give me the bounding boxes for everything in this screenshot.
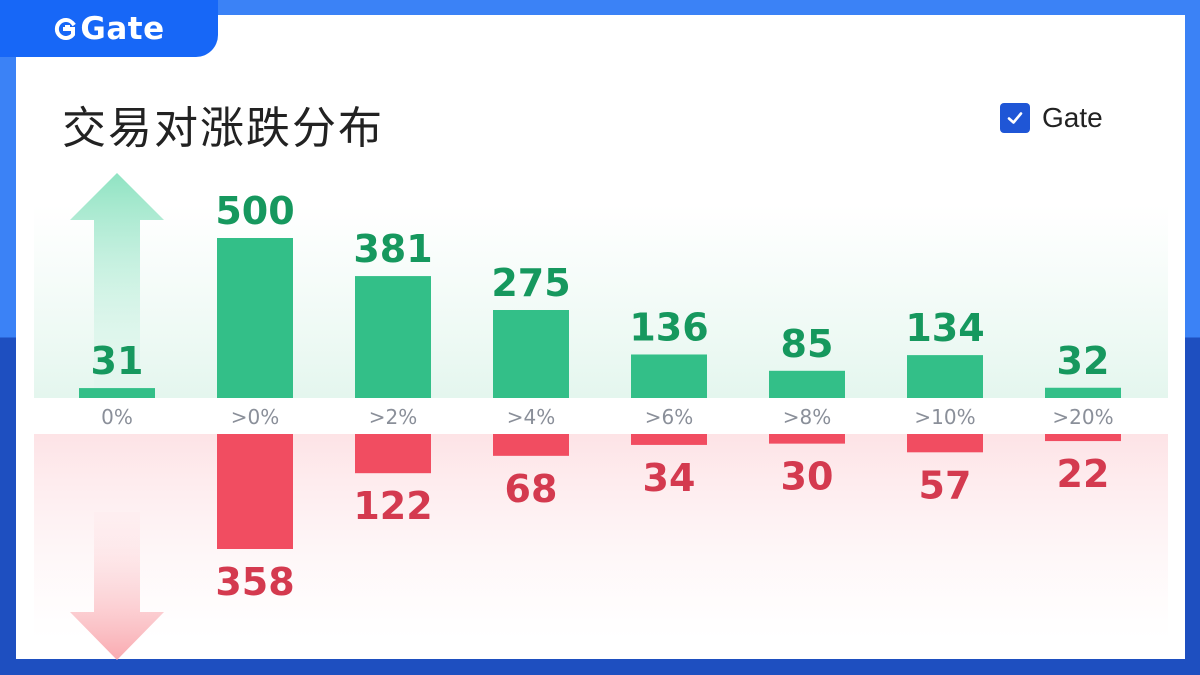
up-value-label: 381 [353,227,432,271]
x-tick-label: >6% [645,405,694,429]
down-value-label: 68 [505,467,558,511]
x-tick-label: >2% [369,405,418,429]
down-arrow-icon [70,512,164,660]
brand-name: Gate [80,10,165,47]
up-value-label: 500 [215,189,294,233]
up-bar [1045,387,1121,398]
up-arrow-icon [70,173,164,390]
x-tick-label: >0% [231,405,280,429]
down-bar [631,434,707,445]
legend-label: Gate [1042,102,1103,133]
down-zone-background [34,434,1168,639]
x-tick-label: >10% [914,405,975,429]
down-value-label: 57 [919,463,972,507]
legend[interactable]: Gate [1000,102,1103,134]
up-value-label: 136 [629,305,708,349]
chart-title: 交易对涨跌分布 [62,103,384,154]
up-value-label: 275 [491,261,570,305]
down-bar [1045,434,1121,442]
up-bar [493,310,569,398]
up-value-label: 32 [1057,339,1110,383]
checkbox-checked-icon[interactable] [1000,103,1030,133]
down-value-label: 22 [1057,452,1110,496]
x-tick-label: 0% [101,405,133,429]
up-bar [769,370,845,398]
down-value-label: 122 [353,484,432,528]
down-value-label: 358 [215,560,294,604]
x-tick-label: >4% [507,405,556,429]
down-bar [355,434,431,474]
up-bar [79,388,155,398]
down-value-label: 34 [643,456,696,500]
up-bar [355,276,431,398]
up-value-label: 85 [781,322,834,366]
down-bar [217,434,293,549]
down-bar [493,434,569,456]
x-tick-label: >20% [1052,405,1113,429]
up-bar [907,355,983,398]
down-value-label: 30 [781,455,834,499]
up-bar [217,238,293,398]
up-zone-background [34,205,1168,398]
x-tick-label: >8% [783,405,832,429]
up-value-label: 31 [91,339,144,383]
down-bar [769,434,845,444]
brand-logo: Gate [0,0,218,57]
up-value-label: 134 [905,306,984,350]
down-bar [907,434,983,453]
up-bar [631,354,707,398]
gate-logo-icon [55,17,77,40]
